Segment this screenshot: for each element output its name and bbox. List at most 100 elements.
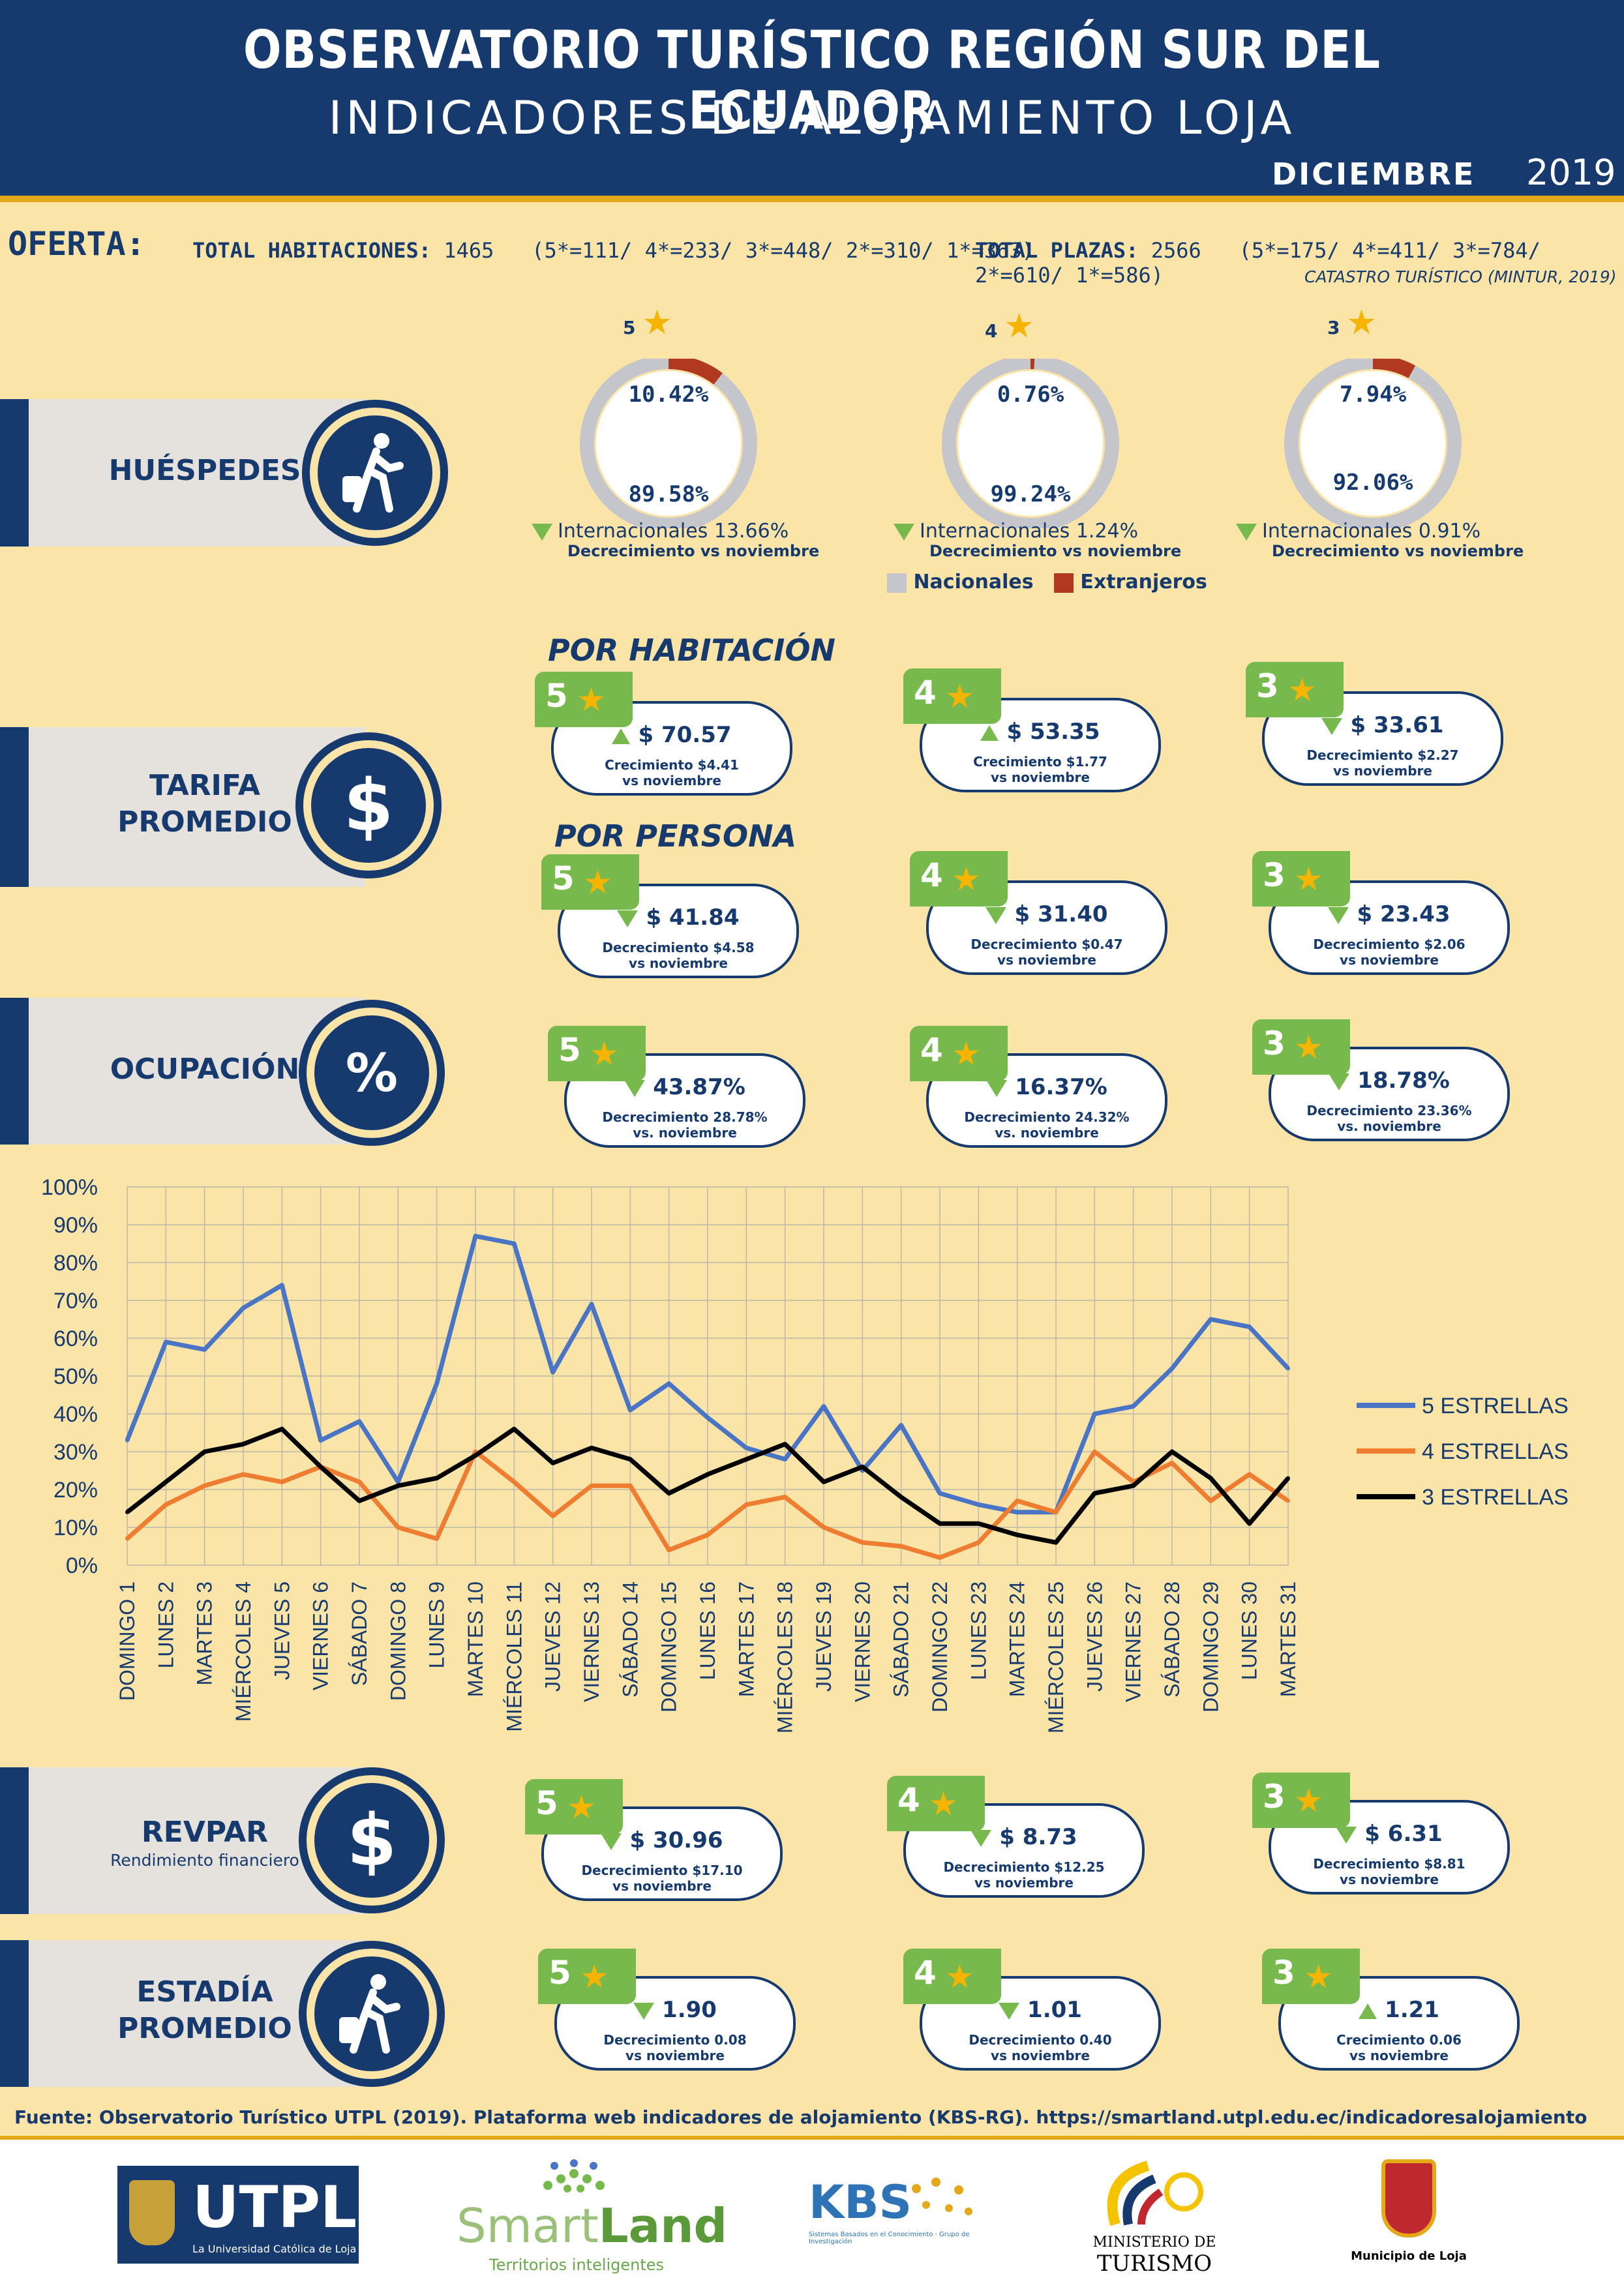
card-value: $ 30.96 — [629, 1827, 723, 1853]
decrease-arrow-icon — [633, 2002, 655, 2020]
data-point — [590, 1484, 594, 1488]
data-point — [1209, 1499, 1213, 1503]
data-point — [125, 1536, 129, 1541]
x-tick-label: LUNES 23 — [967, 1581, 990, 1680]
star-icon: ★ — [1287, 671, 1317, 709]
card-value-row: $ 30.96 — [544, 1827, 780, 1853]
card-value-row: $ 8.73 — [906, 1824, 1142, 1850]
utpl-logo: UTPL La Universidad Católica de Loja — [117, 2166, 359, 2264]
guest-icon-circle — [307, 1949, 437, 2079]
card-value: 18.78% — [1357, 1068, 1450, 1094]
data-point — [512, 1480, 517, 1484]
data-point — [125, 1510, 129, 1514]
star-badge: 3 ★ — [1252, 851, 1350, 906]
donut-slice-extranjeros — [1372, 359, 1416, 379]
star-count: 4 — [985, 320, 998, 342]
kbs-network-icon — [912, 2178, 972, 2215]
badge-stars: 3 — [1272, 1954, 1295, 1992]
x-tick-label: DOMINGO 15 — [657, 1581, 681, 1713]
dollar-icon: $ — [346, 1799, 397, 1882]
data-point — [1209, 1476, 1213, 1480]
x-tick-label: JUEVES 5 — [270, 1581, 293, 1680]
data-point — [318, 1465, 323, 1469]
data-point — [357, 1499, 361, 1503]
card-value: 1.21 — [1385, 1997, 1439, 2023]
x-tick-label: MIÉRCOLES 4 — [232, 1581, 255, 1722]
data-point — [744, 1446, 749, 1450]
hab-value: 1465 — [444, 238, 494, 263]
x-tick-label: MARTES 24 — [1006, 1581, 1029, 1697]
extranjeros-pct: 0.76% — [997, 382, 1064, 408]
kbs-wordmark: KBS — [809, 2176, 912, 2229]
x-tick-label: LUNES 2 — [154, 1581, 177, 1668]
card-change: Decrecimiento $4.58 — [602, 940, 755, 955]
legend-extranjeros: Extranjeros — [1080, 571, 1207, 593]
data-point — [280, 1427, 284, 1431]
smartland-wordmark: SmartLand — [457, 2198, 727, 2253]
card-value: $ 33.61 — [1350, 712, 1444, 738]
data-point — [590, 1302, 594, 1306]
data-point — [1054, 1510, 1058, 1514]
decrease-arrow-icon — [986, 1079, 1008, 1097]
data-point — [164, 1503, 168, 1507]
y-tick-label: 60% — [53, 1326, 98, 1351]
star-count: 5 — [623, 317, 636, 338]
data-point — [550, 1461, 555, 1465]
data-point — [976, 1503, 981, 1507]
data-point — [783, 1457, 787, 1461]
decrease-arrow-icon — [1336, 1826, 1357, 1844]
card-compare: vs noviembre — [1340, 952, 1439, 968]
data-point — [822, 1404, 826, 1409]
star-badge: 4 ★ — [910, 851, 1008, 906]
card-value-row: 1.21 — [1281, 1997, 1517, 2023]
x-tick-label: MARTES 31 — [1276, 1581, 1300, 1697]
data-point — [976, 1540, 981, 1545]
data-point — [434, 1536, 439, 1541]
star-icon: ★ — [577, 681, 606, 719]
card-compare: vs noviembre — [612, 1878, 712, 1894]
dollar-icon-circle: $ — [303, 740, 434, 871]
card-value-row: $ 33.61 — [1265, 712, 1501, 738]
section-label: REVPAR Rendimiento financiero — [68, 1814, 342, 1870]
x-tick-label: VIERNES 13 — [580, 1581, 603, 1702]
star-icon: ★ — [580, 1958, 609, 1996]
y-tick-label: 100% — [41, 1175, 98, 1200]
data-point — [976, 1521, 981, 1526]
x-tick-label: SÁBADO 14 — [618, 1581, 642, 1698]
card-change: Decrecimiento $2.06 — [1313, 936, 1466, 952]
star-badge: 5 ★ — [548, 1026, 646, 1081]
donut-legend: Nacionales Extranjeros — [887, 571, 1207, 593]
data-point — [1247, 1325, 1252, 1329]
increase-arrow-icon — [980, 725, 999, 741]
data-point — [860, 1540, 865, 1545]
badge-stars: 4 — [920, 856, 943, 894]
dollar-icon-circle: $ — [307, 1775, 437, 1906]
utpl-tagline: La Universidad Católica de Loja — [192, 2243, 357, 2255]
data-point — [938, 1491, 942, 1495]
report-year: 2019 — [1526, 152, 1616, 193]
card-change: Decrecimiento 23.36% — [1306, 1103, 1472, 1118]
y-tick-label: 70% — [53, 1289, 98, 1313]
donut-star-label: 3 ★ — [1327, 303, 1377, 342]
badge-stars: 4 — [920, 1031, 943, 1069]
star-icon: ★ — [1294, 860, 1323, 898]
star-count: 3 — [1327, 317, 1340, 338]
card-compare: vs noviembre — [1349, 2048, 1449, 2063]
card-value-row: $ 70.57 — [554, 722, 790, 748]
badge-stars: 5 — [558, 1031, 581, 1069]
x-tick-label: MIÉRCOLES 18 — [774, 1581, 797, 1733]
smartland-tagline: Territorios inteligentes — [489, 2256, 665, 2274]
y-tick-label: 10% — [53, 1516, 98, 1540]
star-badge: 4 ★ — [903, 668, 1001, 724]
card-change: Crecimiento 0.06 — [1336, 2032, 1462, 2048]
data-point — [1131, 1484, 1135, 1488]
badge-stars: 5 — [545, 677, 568, 715]
guest-donut — [1284, 359, 1462, 528]
card-change: Decrecimiento $12.25 — [943, 1859, 1105, 1875]
data-point — [357, 1419, 361, 1424]
decrease-arrow-icon — [985, 906, 1007, 924]
plazas-value: 2566 — [1150, 238, 1201, 263]
nacionales-pct: 99.24% — [990, 481, 1071, 507]
donut-center — [596, 371, 741, 516]
intl-pct: Internacionales 1.24% — [920, 520, 1139, 543]
